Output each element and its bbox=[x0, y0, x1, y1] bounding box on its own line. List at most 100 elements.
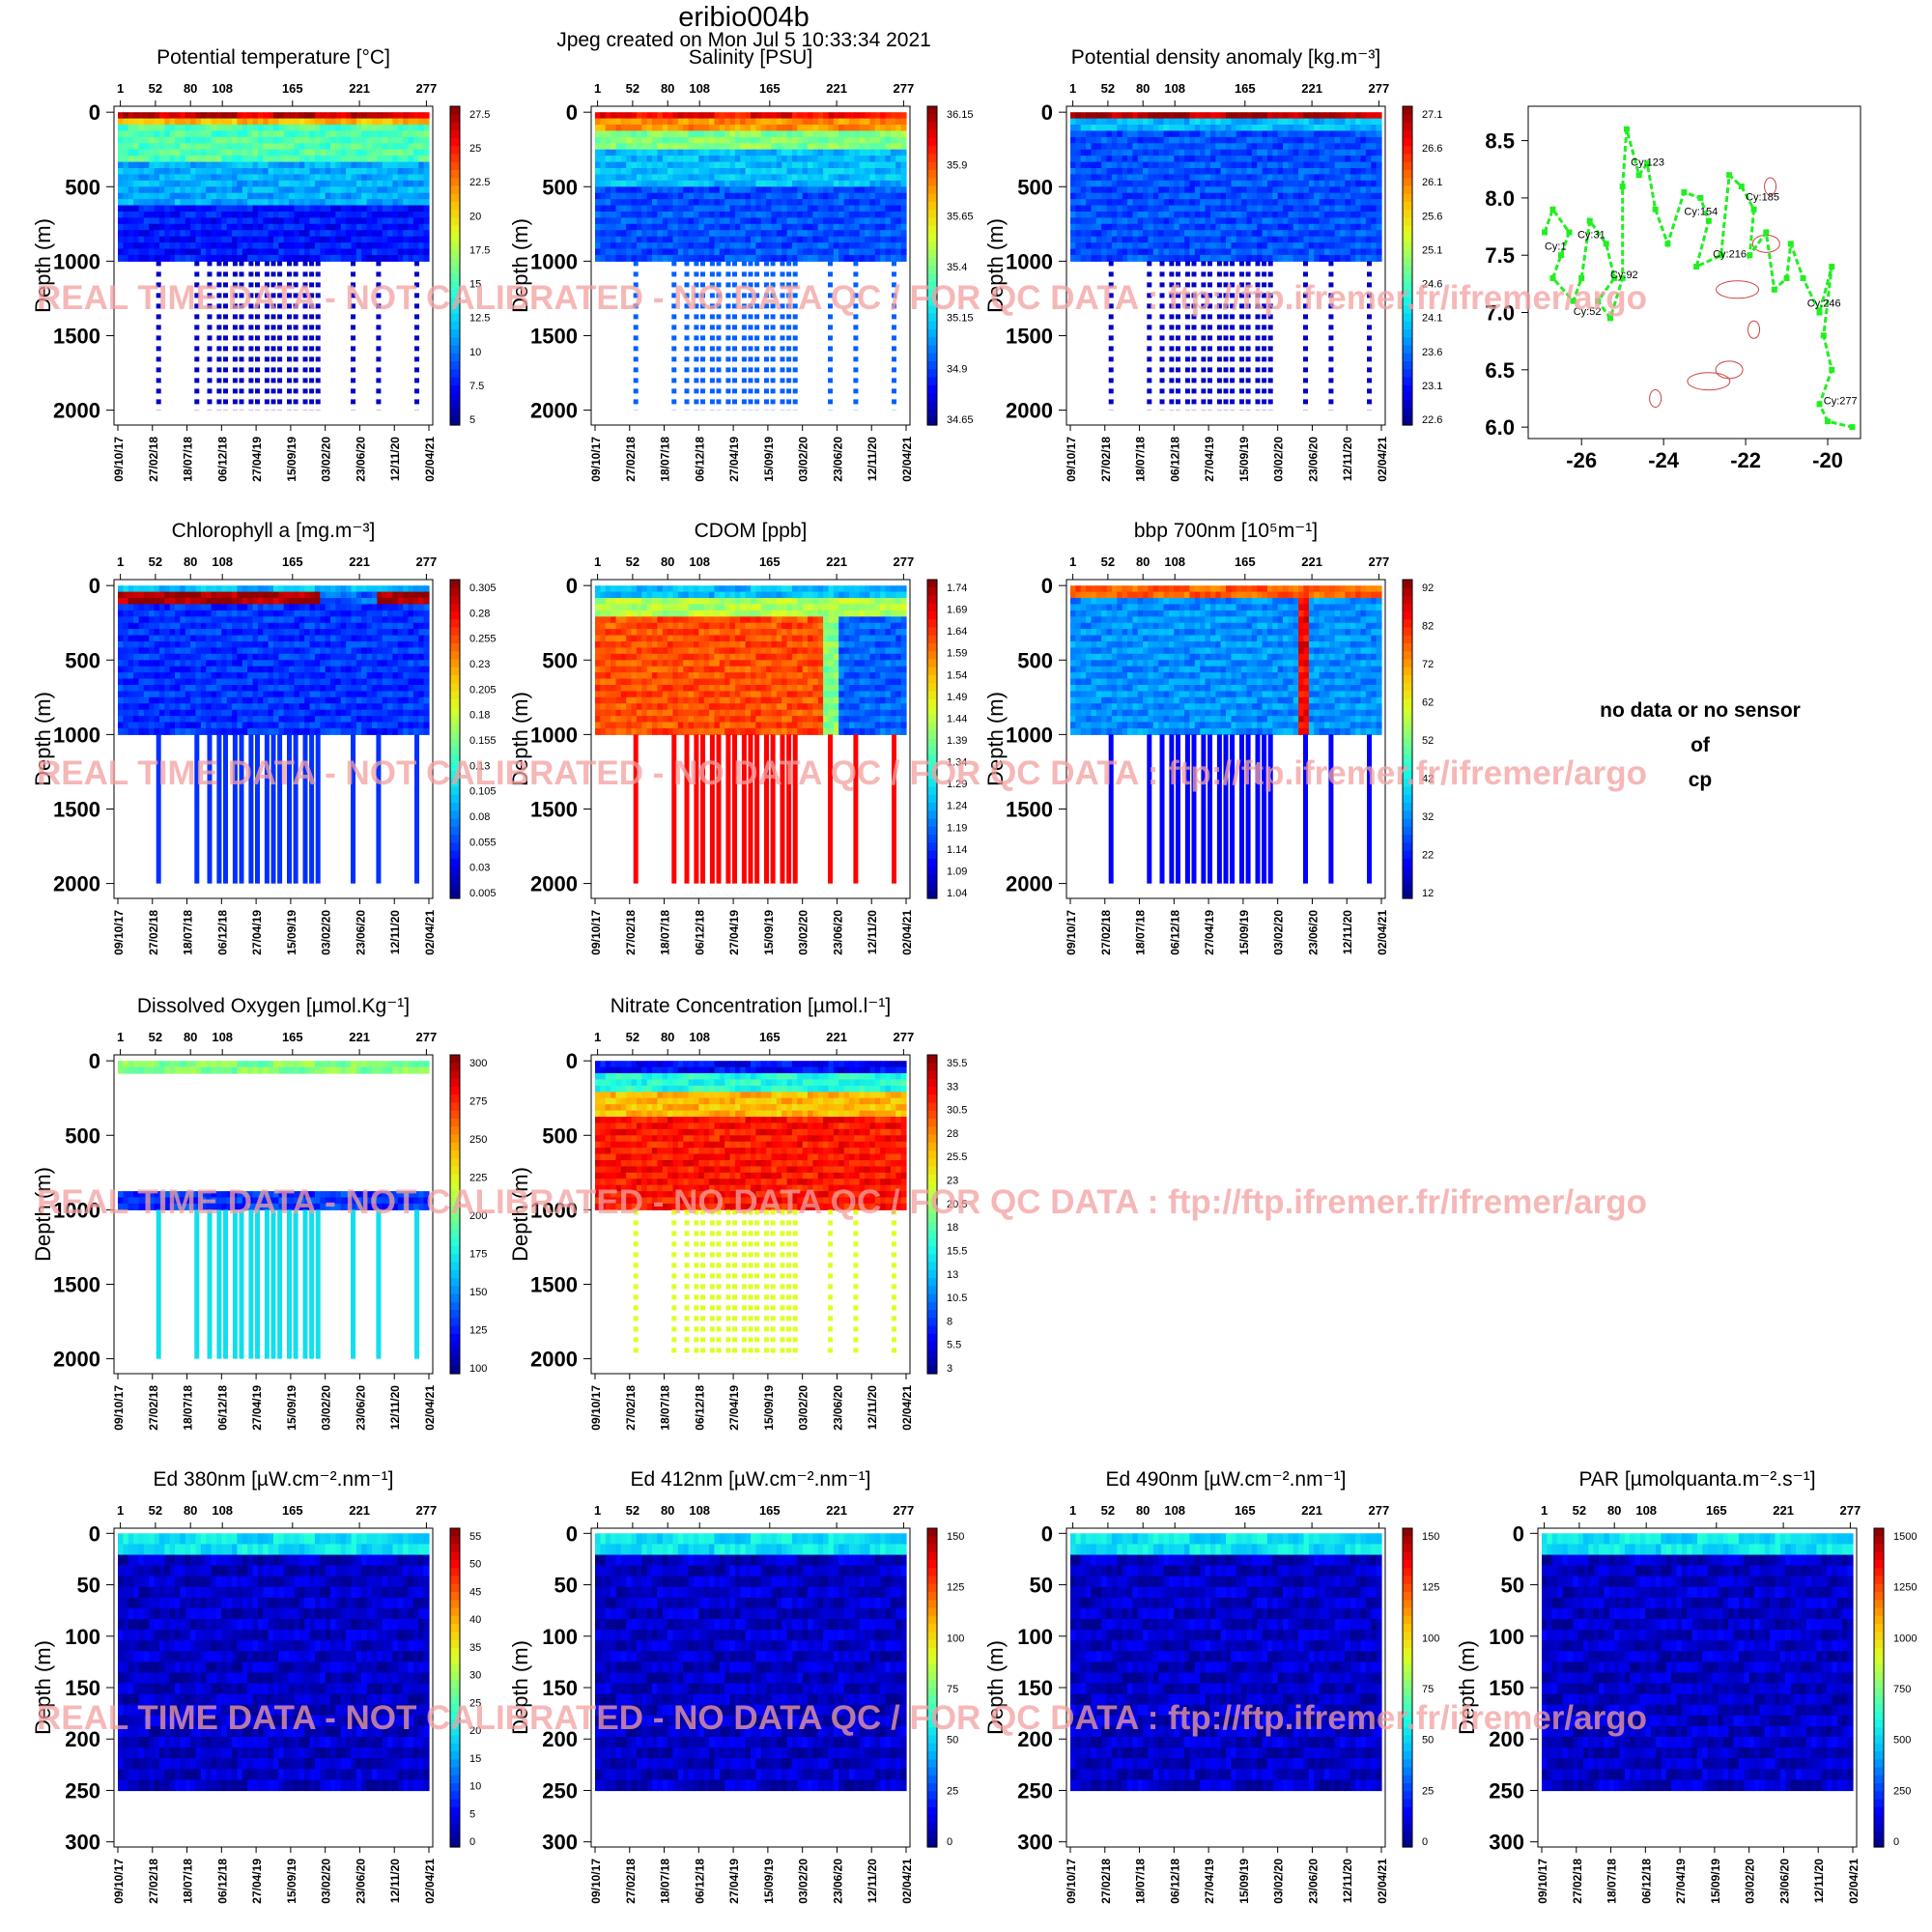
data-cell bbox=[1345, 130, 1351, 138]
data-cell bbox=[1251, 118, 1258, 126]
data-cell bbox=[1329, 186, 1336, 194]
data-cell bbox=[164, 161, 171, 169]
data-cell bbox=[808, 248, 813, 256]
data-cell bbox=[237, 217, 243, 225]
data-cell bbox=[169, 168, 176, 175]
data-cell bbox=[808, 143, 813, 151]
data-cell bbox=[133, 691, 140, 698]
data-cell bbox=[247, 212, 254, 218]
data-cell bbox=[1194, 212, 1201, 218]
data-cell bbox=[423, 236, 430, 243]
data-cell bbox=[1365, 174, 1372, 182]
data-cell bbox=[149, 616, 156, 624]
data-cell bbox=[200, 156, 207, 163]
data-cell bbox=[843, 186, 850, 194]
data-cell bbox=[1355, 156, 1362, 163]
data-cell bbox=[1070, 254, 1076, 262]
data-cell bbox=[677, 156, 684, 163]
data-cell bbox=[724, 118, 731, 126]
data-cell bbox=[1231, 118, 1237, 126]
data-cell bbox=[694, 136, 699, 144]
data-cell bbox=[412, 217, 419, 225]
data-cell bbox=[760, 217, 767, 225]
data-cell bbox=[366, 112, 373, 120]
data-cell bbox=[242, 230, 248, 238]
data-cell bbox=[611, 186, 617, 194]
data-cell bbox=[133, 604, 140, 611]
data-cell bbox=[158, 223, 165, 231]
data-cell bbox=[1376, 212, 1382, 218]
data-cell bbox=[683, 212, 690, 218]
data-cell bbox=[1272, 112, 1279, 120]
data-cell bbox=[1215, 118, 1222, 126]
data-cell bbox=[1262, 149, 1268, 156]
data-cell bbox=[1236, 143, 1242, 151]
data-cell bbox=[1257, 217, 1264, 225]
data-cell bbox=[158, 604, 165, 611]
data-cell bbox=[1122, 149, 1128, 156]
data-cell bbox=[242, 156, 248, 163]
data-cell bbox=[1283, 230, 1289, 238]
data-cell bbox=[812, 212, 819, 218]
data-cell bbox=[605, 161, 611, 169]
data-cell bbox=[190, 180, 197, 187]
data-cell bbox=[823, 242, 830, 250]
data-cell bbox=[1272, 192, 1279, 200]
data-cell bbox=[1137, 242, 1144, 250]
data-cell bbox=[662, 212, 668, 218]
data-cell bbox=[605, 248, 611, 256]
data-cell bbox=[808, 217, 813, 225]
data-cell bbox=[1189, 136, 1196, 144]
data-cell bbox=[1215, 174, 1222, 182]
data-cell bbox=[314, 254, 321, 262]
data-cell bbox=[195, 254, 202, 262]
data-cell bbox=[646, 130, 653, 138]
data-cell bbox=[729, 125, 736, 131]
data-cell bbox=[1236, 118, 1242, 126]
data-cell bbox=[423, 192, 430, 200]
data-cell bbox=[791, 242, 798, 250]
data-cell bbox=[1080, 217, 1087, 225]
data-cell bbox=[309, 199, 316, 207]
data-cell bbox=[734, 217, 741, 225]
data-cell bbox=[1143, 254, 1150, 262]
data-cell bbox=[1251, 236, 1258, 243]
data-cell bbox=[1137, 223, 1144, 231]
data-cell bbox=[1371, 205, 1378, 213]
data-cell bbox=[1137, 118, 1144, 126]
data-cell bbox=[849, 236, 855, 243]
data-cell bbox=[1220, 130, 1227, 138]
data-cell bbox=[714, 180, 721, 187]
data-cell bbox=[615, 143, 622, 151]
data-cell bbox=[786, 217, 793, 225]
data-cell bbox=[1101, 212, 1108, 218]
data-cell bbox=[1365, 143, 1372, 151]
colorbar-segment bbox=[1403, 257, 1412, 267]
data-cell bbox=[403, 125, 410, 131]
colorbar-segment bbox=[1403, 234, 1412, 242]
data-cell bbox=[128, 696, 134, 704]
data-cell bbox=[325, 130, 331, 138]
data-cell bbox=[1365, 192, 1372, 200]
data-cell bbox=[289, 248, 296, 256]
data-cell bbox=[698, 242, 705, 250]
data-cell bbox=[242, 192, 248, 200]
data-cell bbox=[714, 212, 721, 218]
data-cell bbox=[1246, 125, 1253, 131]
y-tick-label: 1000 bbox=[1006, 249, 1053, 273]
data-cell bbox=[615, 236, 622, 243]
data-cell bbox=[776, 230, 782, 238]
data-cell bbox=[1236, 217, 1242, 225]
cycle-tick-label: 1 bbox=[594, 81, 601, 96]
data-cell bbox=[900, 125, 907, 131]
data-cell bbox=[1179, 217, 1185, 225]
data-cell bbox=[631, 156, 638, 163]
data-cell bbox=[734, 125, 741, 131]
data-cell bbox=[791, 223, 798, 231]
data-cell bbox=[1169, 254, 1175, 262]
data-cell bbox=[1293, 130, 1299, 138]
data-cell bbox=[1350, 223, 1356, 231]
data-cell bbox=[211, 143, 217, 151]
data-cell bbox=[885, 254, 892, 262]
data-cell bbox=[1262, 130, 1268, 138]
